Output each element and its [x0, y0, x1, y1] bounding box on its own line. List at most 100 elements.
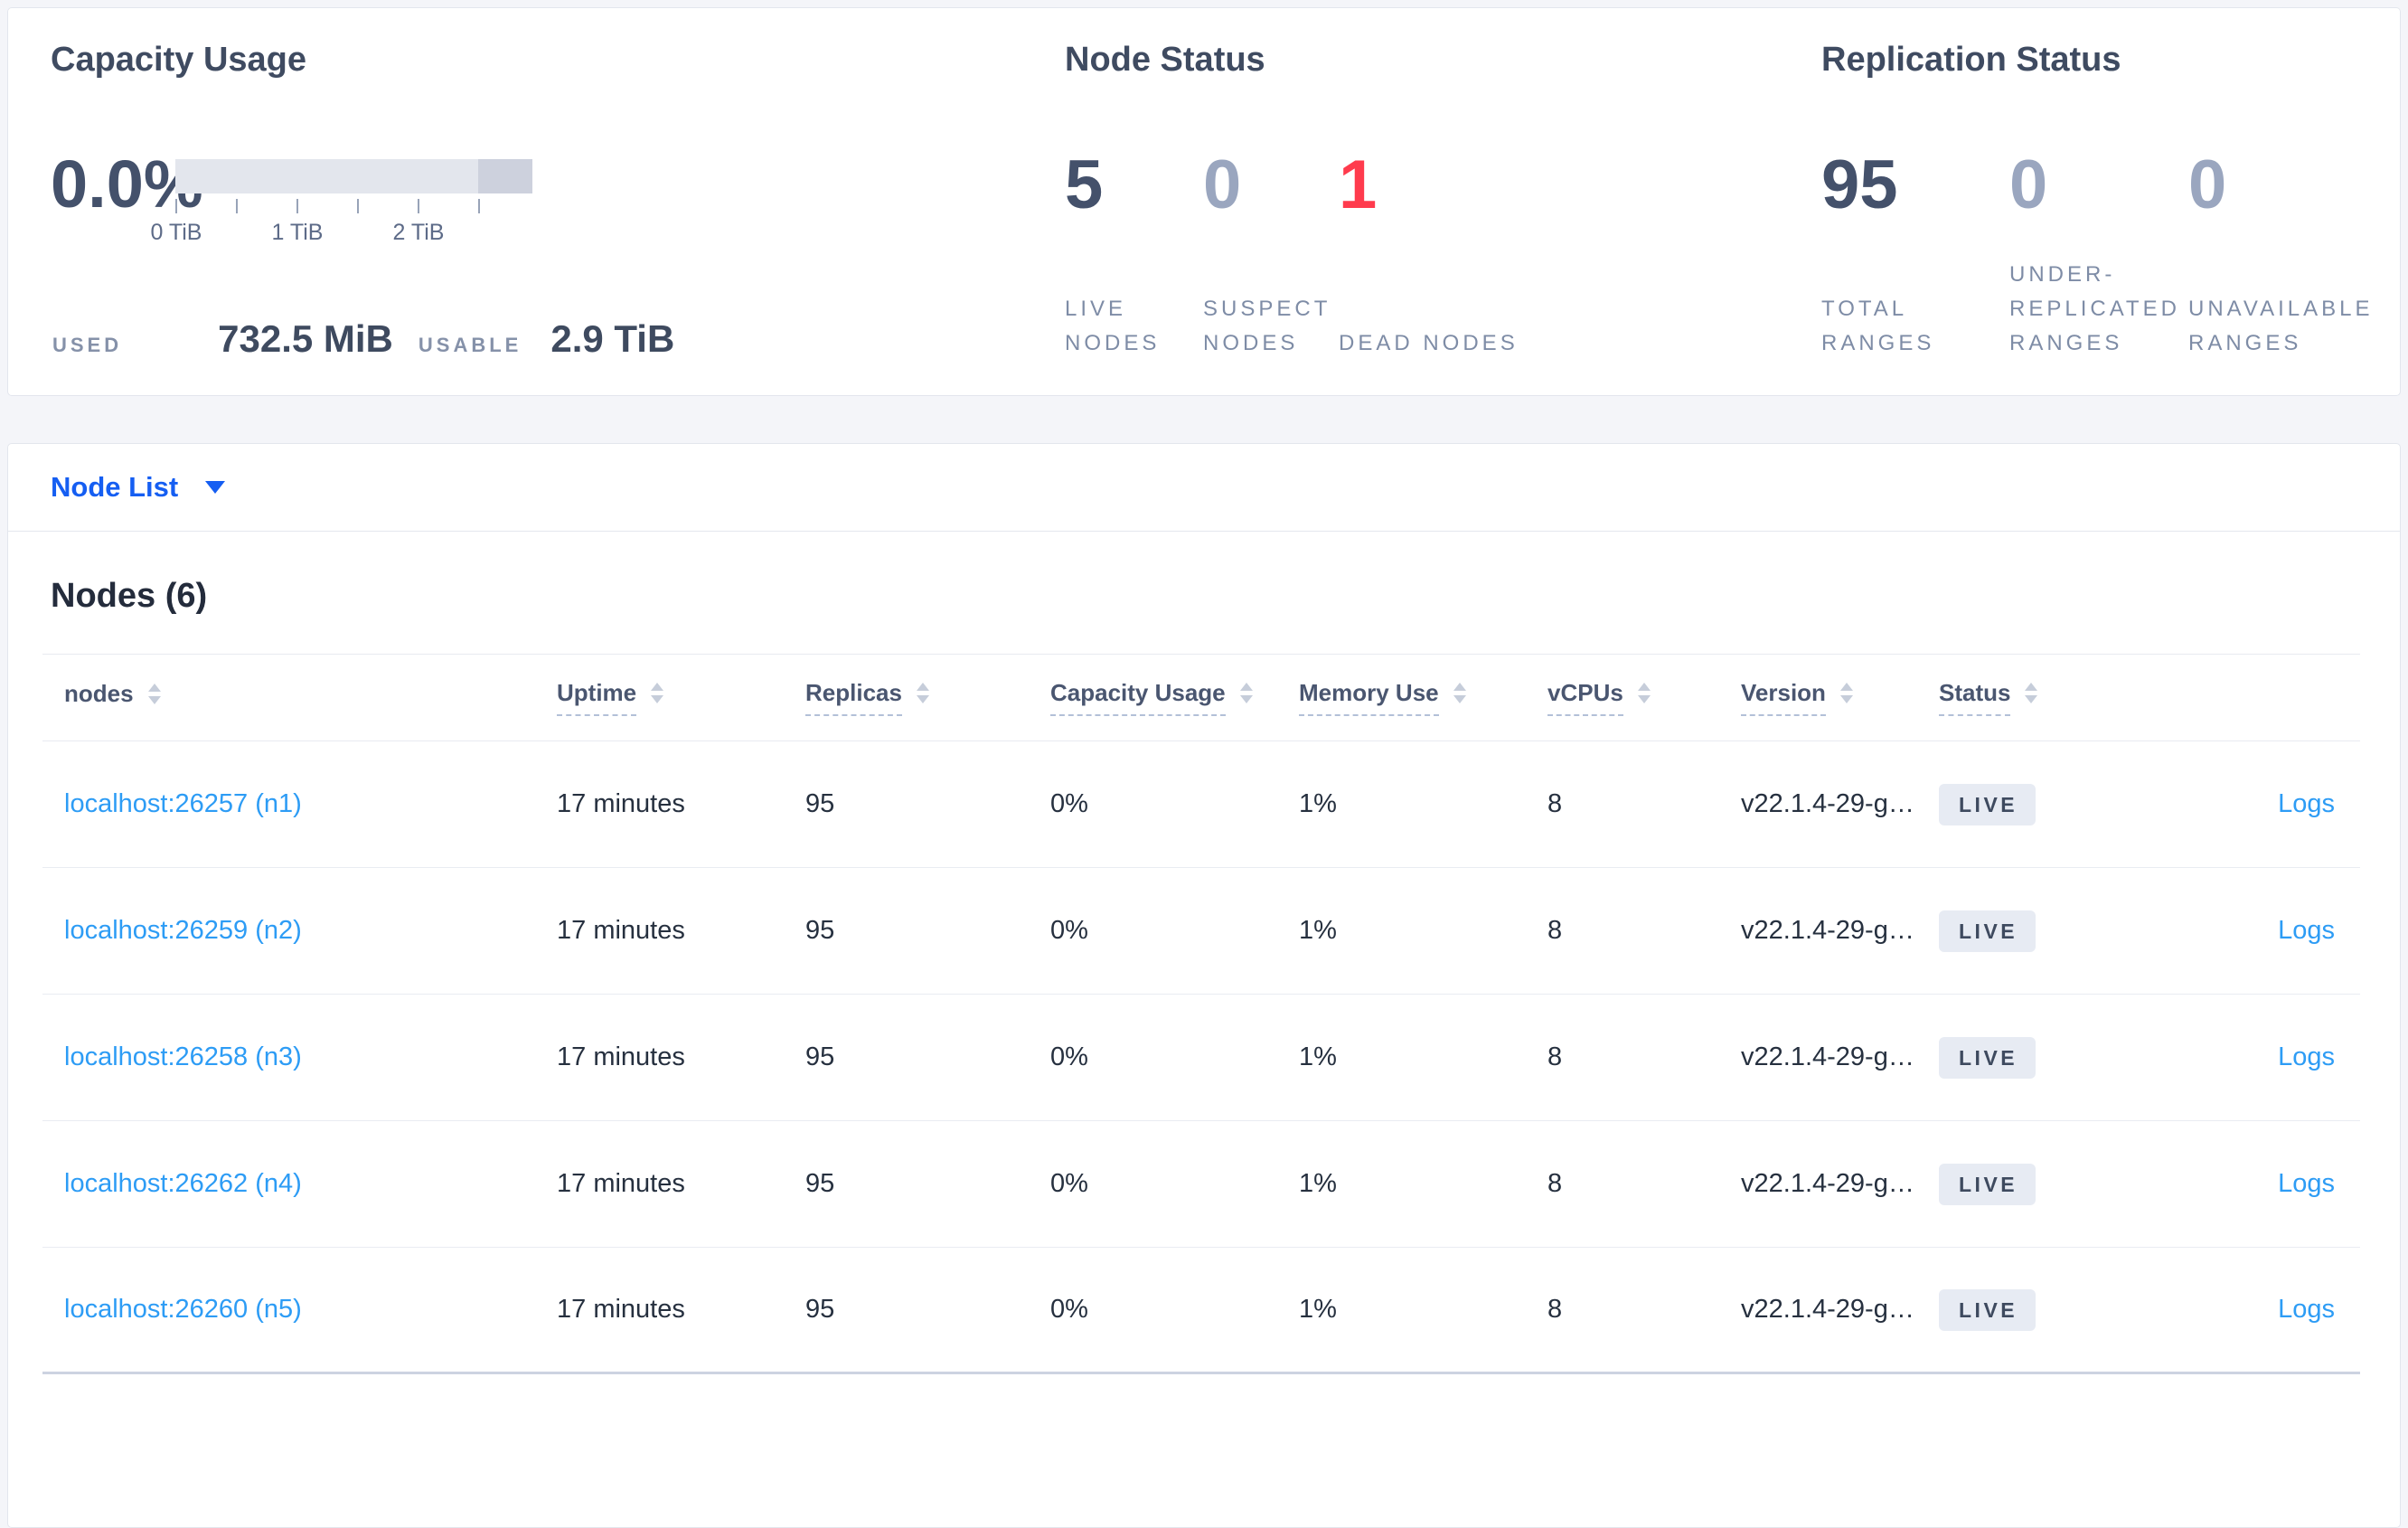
node-status-panel: Node Status 5 0 1 LIVE NODES SUSPECT NOD…: [1065, 8, 1788, 395]
capacity-usage-title: Capacity Usage: [51, 41, 307, 79]
uptime-cell: 17 minutes: [557, 789, 685, 818]
tick-label-0: 0 TiB: [150, 220, 202, 245]
column-header-capacity-usage[interactable]: Capacity Usage: [1050, 679, 1299, 716]
table-row: localhost:26259 (n2) 17 minutes 95 0% 1%…: [42, 868, 2360, 995]
replicas-cell: 95: [805, 916, 835, 945]
usable-value: 2.9 TiB: [550, 317, 675, 360]
logs-link[interactable]: Logs: [2278, 1042, 2335, 1071]
memory-cell: 1%: [1299, 1042, 1337, 1071]
vcpus-cell: 8: [1547, 1169, 1563, 1198]
memory-cell: 1%: [1299, 789, 1337, 818]
column-header-nodes[interactable]: nodes: [64, 680, 557, 715]
replication-status-title: Replication Status: [1821, 41, 2121, 79]
node-status-stats: 5 0 1 LIVE NODES SUSPECT NODES DEAD NODE…: [1065, 151, 1556, 361]
column-header-version[interactable]: Version: [1741, 679, 1939, 716]
vcpus-cell: 8: [1547, 1295, 1563, 1324]
capacity-axis-ticks: [175, 199, 532, 214]
nodes-table-title: Nodes (6): [51, 577, 208, 615]
node-list-dropdown[interactable]: Node List: [8, 444, 2400, 532]
sort-icon[interactable]: [916, 683, 929, 703]
unavailable-ranges-count: 0: [2188, 146, 2227, 223]
status-badge: LIVE: [1939, 783, 2036, 825]
version-cell: v22.1.4-29-g…: [1741, 789, 1914, 818]
memory-cell: 1%: [1299, 1295, 1337, 1324]
chevron-down-icon: [205, 481, 226, 494]
version-cell: v22.1.4-29-g…: [1741, 1295, 1914, 1324]
logs-link[interactable]: Logs: [2278, 916, 2335, 945]
table-row: localhost:26260 (n5) 17 minutes 95 0% 1%…: [42, 1248, 2360, 1374]
live-nodes-count: 5: [1065, 146, 1104, 223]
vcpus-cell: 8: [1547, 789, 1563, 818]
vcpus-cell: 8: [1547, 1042, 1563, 1071]
replication-status-panel: Replication Status 95 0 0 TOTAL RANGES U…: [1821, 8, 2400, 395]
used-label: USED: [52, 334, 123, 356]
version-cell: v22.1.4-29-g…: [1741, 1169, 1914, 1198]
unavailable-ranges-label: UNAVAILABLE RANGES: [2188, 297, 2374, 355]
logs-link[interactable]: Logs: [2278, 1169, 2335, 1198]
sort-icon[interactable]: [2025, 683, 2038, 703]
nodes-table-header: nodes Uptime Replicas Capacity Usage Mem…: [42, 654, 2360, 741]
uptime-cell: 17 minutes: [557, 1042, 685, 1071]
capacity-usage-panel: Capacity Usage 0.0% 0 TiB 1 TiB 2 TiB US…: [51, 8, 1027, 395]
version-cell: v22.1.4-29-g…: [1741, 916, 1914, 945]
node-link[interactable]: localhost:26257 (n1): [64, 789, 302, 818]
capacity-cell: 0%: [1050, 1169, 1088, 1198]
dead-nodes-label: DEAD NODES: [1339, 331, 1519, 355]
status-badge: LIVE: [1939, 1288, 2036, 1331]
replicas-cell: 95: [805, 789, 835, 818]
used-value: 732.5 MiB: [218, 317, 393, 360]
vcpus-cell: 8: [1547, 916, 1563, 945]
capacity-cell: 0%: [1050, 1042, 1088, 1071]
sort-icon[interactable]: [1839, 683, 1853, 703]
capacity-bar-track: [175, 159, 532, 193]
column-header-vcpus[interactable]: vCPUs: [1547, 679, 1741, 716]
tick-label-1: 1 TiB: [271, 220, 324, 245]
under-replicated-ranges-count: 0: [2009, 146, 2048, 223]
suspect-nodes-label: SUSPECT NODES: [1203, 297, 1331, 355]
column-header-status[interactable]: Status: [1939, 679, 2197, 716]
nodes-table-card: Node List Nodes (6) nodes Uptime Replica…: [7, 443, 2401, 1528]
capacity-cell: 0%: [1050, 789, 1088, 818]
sort-icon[interactable]: [147, 684, 161, 704]
capacity-cell: 0%: [1050, 916, 1088, 945]
column-header-uptime[interactable]: Uptime: [557, 679, 805, 716]
node-status-title: Node Status: [1065, 41, 1265, 79]
tick-label-2: 2 TiB: [392, 220, 445, 245]
replicas-cell: 95: [805, 1042, 835, 1071]
table-row: localhost:26258 (n3) 17 minutes 95 0% 1%…: [42, 995, 2360, 1121]
node-link[interactable]: localhost:26258 (n3): [64, 1042, 302, 1071]
total-ranges-count: 95: [1821, 146, 1898, 223]
sort-icon[interactable]: [651, 683, 664, 703]
capacity-cell: 0%: [1050, 1295, 1088, 1324]
replicas-cell: 95: [805, 1169, 835, 1198]
status-badge: LIVE: [1939, 910, 2036, 952]
under-replicated-ranges-label: UNDER-REPLICATED RANGES: [2009, 262, 2180, 355]
node-link[interactable]: localhost:26259 (n2): [64, 916, 302, 945]
column-header-replicas[interactable]: Replicas: [805, 679, 1050, 716]
node-link[interactable]: localhost:26260 (n5): [64, 1295, 302, 1324]
status-badge: LIVE: [1939, 1036, 2036, 1079]
cluster-summary-card: Capacity Usage 0.0% 0 TiB 1 TiB 2 TiB US…: [7, 7, 2401, 396]
usable-label: USABLE: [418, 334, 522, 356]
total-ranges-label: TOTAL RANGES: [1821, 297, 1935, 355]
nodes-table: Nodes (6) nodes Uptime Replicas Capacity…: [42, 532, 2360, 1374]
sort-icon[interactable]: [1637, 683, 1651, 703]
sort-icon[interactable]: [1453, 683, 1466, 703]
suspect-nodes-count: 0: [1203, 146, 1242, 223]
column-header-memory-use[interactable]: Memory Use: [1299, 679, 1547, 716]
capacity-axis-labels: 0 TiB 1 TiB 2 TiB: [151, 220, 532, 247]
logs-link[interactable]: Logs: [2278, 789, 2335, 818]
table-row: localhost:26262 (n4) 17 minutes 95 0% 1%…: [42, 1121, 2360, 1248]
uptime-cell: 17 minutes: [557, 1295, 685, 1324]
logs-link[interactable]: Logs: [2278, 1295, 2335, 1324]
sort-icon[interactable]: [1239, 683, 1253, 703]
capacity-bar-segment: [478, 159, 532, 193]
replicas-cell: 95: [805, 1295, 835, 1324]
node-link[interactable]: localhost:26262 (n4): [64, 1169, 302, 1198]
memory-cell: 1%: [1299, 1169, 1337, 1198]
uptime-cell: 17 minutes: [557, 1169, 685, 1198]
capacity-bar-chart: 0 TiB 1 TiB 2 TiB: [151, 159, 555, 247]
dead-nodes-count: 1: [1339, 146, 1378, 223]
node-list-dropdown-label[interactable]: Node List: [51, 471, 179, 503]
version-cell: v22.1.4-29-g…: [1741, 1042, 1914, 1071]
